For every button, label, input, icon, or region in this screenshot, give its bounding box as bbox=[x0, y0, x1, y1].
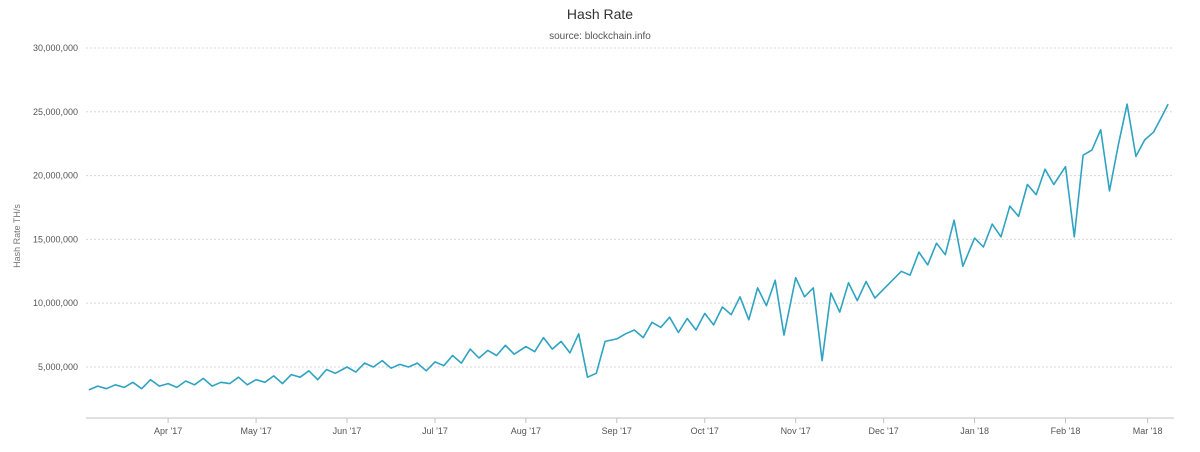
y-tick-label: 5,000,000 bbox=[38, 362, 78, 372]
x-tick-label: May '17 bbox=[240, 426, 271, 436]
y-tick-label: 25,000,000 bbox=[33, 107, 78, 117]
x-tick-label: Aug '17 bbox=[511, 426, 541, 436]
chart-subtitle: source: blockchain.info bbox=[549, 31, 651, 42]
x-tick-label: Apr '17 bbox=[154, 426, 182, 436]
x-tick-label: Mar '18 bbox=[1133, 426, 1163, 436]
y-axis-label: Hash Rate TH/s bbox=[12, 204, 22, 268]
x-tick-labels: Apr '17 May '17 Jun '17 Jul '17 Aug '17 Sep '… bbox=[154, 418, 1162, 436]
series-layer bbox=[88, 103, 1169, 391]
series-line-0 bbox=[88, 103, 1169, 391]
y-tick-label: 10,000,000 bbox=[33, 298, 78, 308]
grid-layer bbox=[86, 47, 1174, 419]
x-tick-label: Sep '17 bbox=[602, 426, 632, 436]
x-tick-label: Jan '18 bbox=[960, 426, 989, 436]
y-tick-label: 15,000,000 bbox=[33, 234, 78, 244]
x-tick-label: Nov '17 bbox=[781, 426, 811, 436]
x-tick-label: Dec '17 bbox=[869, 426, 899, 436]
y-tick-label: 20,000,000 bbox=[33, 171, 78, 181]
chart-title: Hash Rate bbox=[567, 6, 633, 22]
y-tick-label: 30,000,000 bbox=[33, 43, 78, 53]
x-tick-label: Feb '18 bbox=[1051, 426, 1081, 436]
x-tick-label: Oct '17 bbox=[691, 426, 719, 436]
x-tick-label: Jun '17 bbox=[333, 426, 362, 436]
y-tick-labels: 5,000,000 10,000,000 15,000,000 20,000,000 2… bbox=[33, 43, 78, 372]
x-tick-label: Jul '17 bbox=[422, 426, 448, 436]
